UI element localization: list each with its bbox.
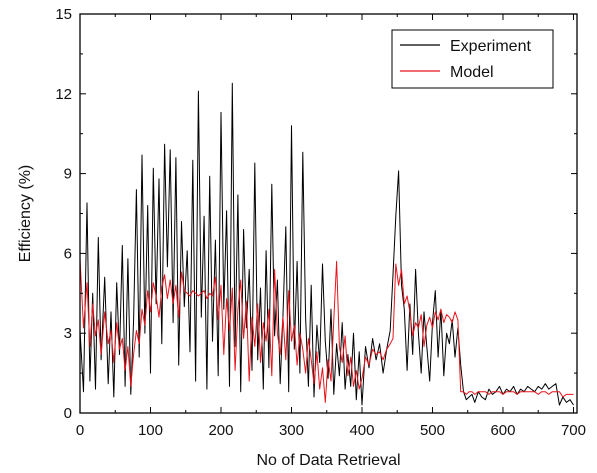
y-tick-label: 12: [55, 86, 72, 103]
y-tick-label: 15: [55, 6, 72, 23]
series-line-experiment: [80, 83, 574, 405]
legend-label-model: Model: [450, 64, 494, 81]
y-tick-label: 0: [64, 405, 72, 422]
x-tick-label: 100: [138, 422, 163, 439]
x-tick-label: 400: [349, 422, 374, 439]
x-axis-title: No of Data Retrieval: [256, 452, 400, 469]
x-tick-label: 0: [76, 422, 84, 439]
y-tick-label: 9: [64, 166, 72, 183]
x-tick-label: 700: [561, 422, 586, 439]
x-tick-label: 600: [490, 422, 515, 439]
x-tick-label: 300: [279, 422, 304, 439]
series-line-model: [80, 259, 574, 403]
y-axis-title: Efficiency (%): [17, 165, 34, 263]
x-tick-label: 500: [420, 422, 445, 439]
legend: Experiment Model: [392, 30, 553, 88]
series-layer: [80, 83, 574, 405]
legend-label-experiment: Experiment: [450, 38, 531, 55]
y-tick-label: 3: [64, 325, 72, 342]
y-tick-label: 6: [64, 245, 72, 262]
x-tick-label: 200: [208, 422, 233, 439]
